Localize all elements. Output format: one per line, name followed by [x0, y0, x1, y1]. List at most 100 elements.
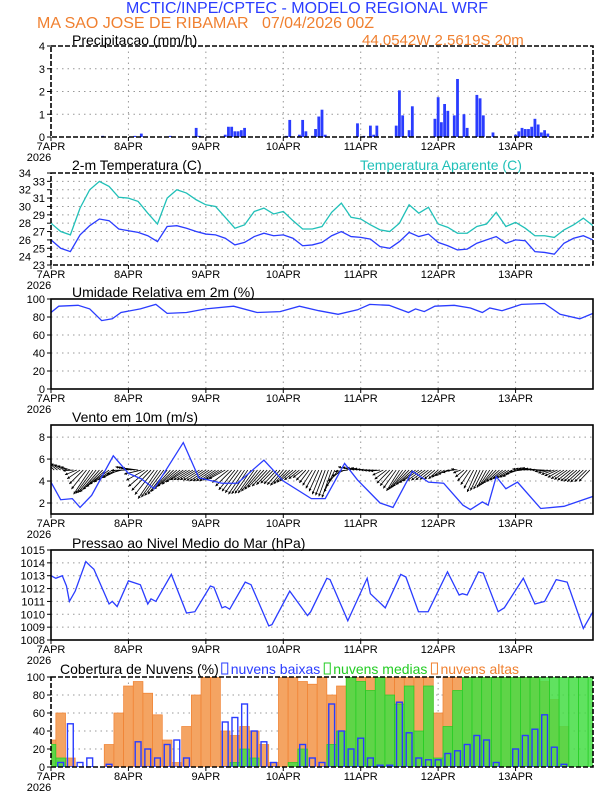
precip-bar — [533, 118, 537, 137]
wind-vector — [379, 469, 394, 487]
wind-vector — [386, 469, 400, 492]
wind-vector — [71, 469, 87, 490]
wind-vector-head — [463, 485, 467, 489]
wind-vector-head — [141, 494, 145, 498]
low-cloud-bar — [173, 739, 181, 767]
wind-vector-head — [457, 478, 461, 482]
precip-title: Precipitacao (mm/h) — [72, 32, 197, 48]
wind-vector — [124, 469, 142, 475]
low-cloud-bar — [308, 757, 316, 767]
wind-vector-head — [225, 489, 228, 493]
temp-ytick-label: 23 — [33, 260, 45, 272]
wind-vector — [195, 469, 213, 482]
wind-vector — [415, 469, 429, 481]
wind-vector — [560, 469, 574, 482]
precip-bar — [301, 119, 305, 137]
wind-vector-head — [531, 468, 535, 472]
temp-ytick-label: 28 — [19, 218, 31, 230]
wind-vector-head — [538, 470, 542, 474]
wind-vector-head — [554, 476, 558, 480]
wind-ytick-label: 2 — [39, 498, 45, 510]
mid-cloud-bar — [558, 677, 570, 767]
wind-vector — [557, 469, 571, 481]
rh-xtick-label: 12APR — [421, 393, 456, 405]
high-cloud-bar — [190, 694, 202, 767]
wind-vector-head — [388, 486, 392, 490]
precip-bar — [227, 126, 230, 137]
temp-ytick-label: 34 — [19, 168, 31, 180]
wind-vector-head — [47, 463, 50, 466]
low-cloud-bar — [231, 716, 239, 767]
high-cloud-bar — [123, 685, 134, 767]
high-cloud-bar — [200, 677, 212, 767]
wind-vector-head — [221, 488, 225, 492]
wind-vector — [73, 469, 91, 495]
precip-bar — [239, 130, 243, 137]
wind-vector-head — [192, 478, 196, 482]
wind-ytick-label: 4 — [39, 476, 45, 488]
wind-vector-head — [415, 477, 419, 480]
mid-cloud-bar — [51, 744, 57, 767]
wind-title: Vento em 10m (m/s) — [72, 409, 198, 425]
wind-vector — [574, 469, 587, 483]
pressure-ytick-label: 1011 — [21, 596, 45, 608]
cloud-year-label: 2026 — [27, 782, 51, 792]
wind-vector-head — [428, 476, 432, 479]
wind-vector-head — [263, 481, 267, 484]
wind-vector-head — [234, 490, 238, 494]
wind-vector-head — [86, 484, 90, 487]
wind-vector — [179, 469, 197, 481]
wind-vector — [215, 469, 232, 487]
pressure-xtick-label: 10APR — [266, 644, 301, 656]
wind-vector-head — [60, 466, 64, 469]
wind-vector-head — [134, 491, 138, 495]
wind-vector-head — [442, 470, 446, 474]
precip-bar — [481, 115, 485, 137]
wind-vector — [89, 469, 110, 485]
wind-vector — [390, 469, 407, 489]
precip-frame — [50, 45, 594, 138]
precip-bar — [233, 131, 237, 137]
wind-year-label: 2026 — [27, 529, 51, 541]
mid-cloud-bar — [365, 690, 376, 767]
wind-vector — [302, 469, 313, 486]
rh-line — [51, 302, 593, 322]
wind-vector — [176, 469, 194, 481]
precip-ytick-label: 2 — [39, 87, 45, 99]
wind-vector-head — [273, 481, 277, 484]
wind-vector-head — [157, 483, 161, 487]
precip-ytick-label: 3 — [39, 64, 45, 76]
wind-vector-head — [218, 486, 222, 490]
temp-ytick-label: 29 — [33, 210, 45, 222]
cloud-ytick-label: 80 — [33, 690, 45, 702]
wind-vector-head — [544, 473, 548, 477]
wind-vector — [82, 469, 103, 490]
legend-mid: nuvens medias — [333, 661, 427, 677]
cloud-legend: nuvens baixas nuvens medias nuvens altas — [221, 661, 519, 677]
low-cloud-bar — [521, 734, 529, 767]
wind-vector — [221, 469, 239, 492]
wind-vector-head — [551, 476, 555, 479]
pressure-xtick-label: 8APR — [114, 644, 143, 656]
wind-vector-head — [367, 469, 370, 473]
wind-vector-head — [71, 486, 75, 490]
wind-panel: 2 4 6 8 7APR 8APR 9APR 10APR 11APR 12APR 13APR 2026 — [27, 424, 594, 541]
wind-vector-head — [360, 468, 364, 472]
wind-vector — [144, 469, 165, 496]
temp-xtick-label: 11APR — [344, 269, 378, 281]
low-cloud-bar — [357, 737, 365, 767]
precip-xtick-label: 10APR — [266, 141, 301, 153]
wind-vector-head — [315, 492, 318, 496]
wind-vector — [93, 469, 113, 483]
wind-vector-head — [334, 469, 338, 473]
cloud-marks — [51, 677, 593, 767]
high-cloud-bar — [55, 712, 66, 767]
wind-vector-head — [62, 469, 66, 473]
precip-panel: 0 1 2 3 4 7APR 8APR 9APR 10APR 11APR 12APR 13APR 202… — [27, 41, 594, 164]
wind-vector — [382, 469, 397, 489]
wind-vector-head — [351, 467, 354, 470]
low-cloud-bar — [240, 703, 249, 767]
wind-vector-head — [247, 484, 251, 488]
wind-vector — [212, 469, 229, 483]
